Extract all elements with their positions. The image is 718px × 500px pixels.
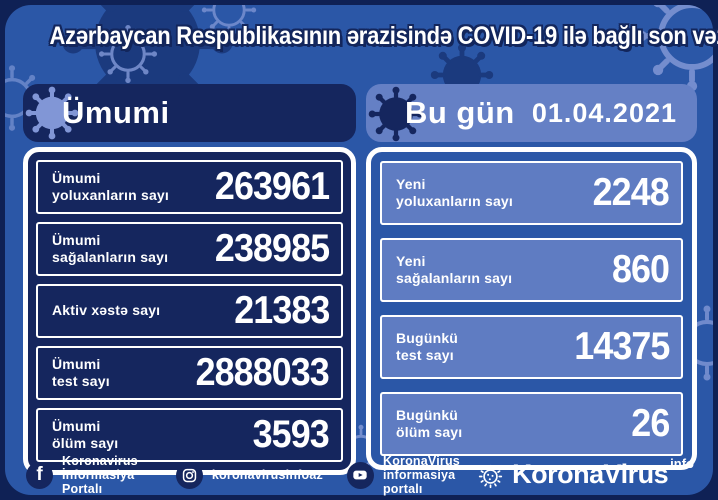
totals-panel-title: Ümumi xyxy=(62,95,170,130)
stat-label: Yeni sağalanların sayı xyxy=(396,253,512,288)
totals-panel-header: Ümumi xyxy=(23,84,356,142)
stat-label-line: ölüm sayı xyxy=(396,424,463,440)
totals-rows-container: Ümumi yoluxanların sayı 263961 Ümumi sağ… xyxy=(23,147,356,475)
stat-label: Yeni yoluxanların sayı xyxy=(396,176,513,211)
brand-suffix: info xyxy=(670,455,694,471)
totals-panel: Ümumi Ümumi yoluxanların sayı 263961 Ümu… xyxy=(23,84,356,475)
facebook-label: Koronavirus İnformasiya Portalı xyxy=(62,454,138,496)
facebook-icon: f xyxy=(26,461,53,489)
today-rows-container: Yeni yoluxanların sayı 2248 Yeni sağalan… xyxy=(366,147,697,470)
stat-label-line: Aktiv xəstə sayı xyxy=(52,302,161,319)
stat-value: 14375 xyxy=(573,325,670,368)
page-title-text: Azərbaycan Respublikasının ərazisində CO… xyxy=(49,22,718,50)
youtube-icon xyxy=(346,461,374,489)
stat-row-today-tests: Bugünkü test sayı 14375 xyxy=(380,315,683,379)
stat-value: 21383 xyxy=(233,289,330,332)
stat-value: 26 xyxy=(630,402,670,445)
stat-label-line: Yeni xyxy=(396,175,426,192)
stat-row-new-infected: Yeni yoluxanların sayı 2248 xyxy=(380,161,683,225)
stat-label-line: Bugünkü xyxy=(396,406,459,423)
stat-row-active-cases: Aktiv xəstə sayı 21383 xyxy=(36,284,343,338)
stat-label: Ümumi yoluxanların sayı xyxy=(52,170,169,205)
stat-label-line: sağalanların sayı xyxy=(396,270,513,286)
stat-label-line: test sayı xyxy=(52,373,110,389)
stat-label-line: yoluxanların sayı xyxy=(396,193,514,209)
stat-label: Ümumi test sayı xyxy=(52,356,110,391)
stat-row-total-recovered: Ümumi sağalanların sayı 238985 xyxy=(36,222,343,276)
stat-value: 263961 xyxy=(214,165,330,208)
stat-row-total-deaths: Ümumi ölüm sayı 3593 xyxy=(36,408,343,462)
youtube-link[interactable]: KoronaVirus informasiya portalı xyxy=(346,454,477,496)
stat-label-line: ölüm sayı xyxy=(52,435,119,451)
stat-label-line: Ümumi xyxy=(52,417,101,434)
stat-label-line: Ümumi xyxy=(52,231,101,248)
stat-label-line: Yeni xyxy=(396,252,426,269)
facebook-link[interactable]: f Koronavirus İnformasiya Portalı xyxy=(26,454,156,496)
today-panel: Bu gün 01.04.2021 Yeni yoluxanların sayı… xyxy=(366,84,697,470)
stat-label-line: Ümumi xyxy=(52,355,101,372)
instagram-link[interactable]: koronavirusinfoaz xyxy=(175,461,323,489)
stat-label: Bugünkü ölüm sayı xyxy=(396,407,462,442)
today-panel-title: Bu gün xyxy=(405,95,515,130)
footer: f Koronavirus İnformasiya Portalı korona… xyxy=(26,454,694,496)
koronavirus-logo: KoronaVirus info xyxy=(477,456,694,490)
virus-sun-icon xyxy=(478,464,503,488)
stat-value: 238985 xyxy=(214,227,330,270)
facebook-glyph: f xyxy=(36,464,43,485)
stat-value: 3593 xyxy=(252,413,330,456)
stat-label: Ümumi sağalanların sayı xyxy=(52,232,168,267)
stat-label: Aktiv xəstə sayı xyxy=(52,302,160,320)
page-title: Azərbaycan Respublikasının ərazisində CO… xyxy=(0,22,718,51)
stat-value: 860 xyxy=(611,248,670,291)
stat-row-total-tests: Ümumi test sayı 2888033 xyxy=(36,346,343,400)
stat-label-line: Ümumi xyxy=(52,169,101,186)
stat-row-new-recovered: Yeni sağalanların sayı 860 xyxy=(380,238,683,302)
stat-label-line: test sayı xyxy=(396,347,454,363)
stat-label-line: sağalanların sayı xyxy=(52,249,169,265)
stat-label-line: Bugünkü xyxy=(396,329,459,346)
brand-text: KoronaVirus xyxy=(512,458,669,489)
stat-value: 2888033 xyxy=(195,351,330,394)
instagram-icon xyxy=(175,461,203,489)
stat-label-line: yoluxanların sayı xyxy=(52,187,170,203)
stat-row-total-infected: Ümumi yoluxanların sayı 263961 xyxy=(36,160,343,214)
stat-label: Ümumi ölüm sayı xyxy=(52,418,118,453)
report-date: 01.04.2021 xyxy=(531,97,677,128)
stat-value: 2248 xyxy=(592,171,670,214)
instagram-label: koronavirusinfoaz xyxy=(211,468,323,482)
youtube-label: KoronaVirus informasiya portalı xyxy=(382,454,460,496)
today-panel-header: Bu gün 01.04.2021 xyxy=(366,84,697,142)
stat-row-today-deaths: Bugünkü ölüm sayı 26 xyxy=(380,392,683,456)
stat-label: Bugünkü test sayı xyxy=(396,330,458,365)
